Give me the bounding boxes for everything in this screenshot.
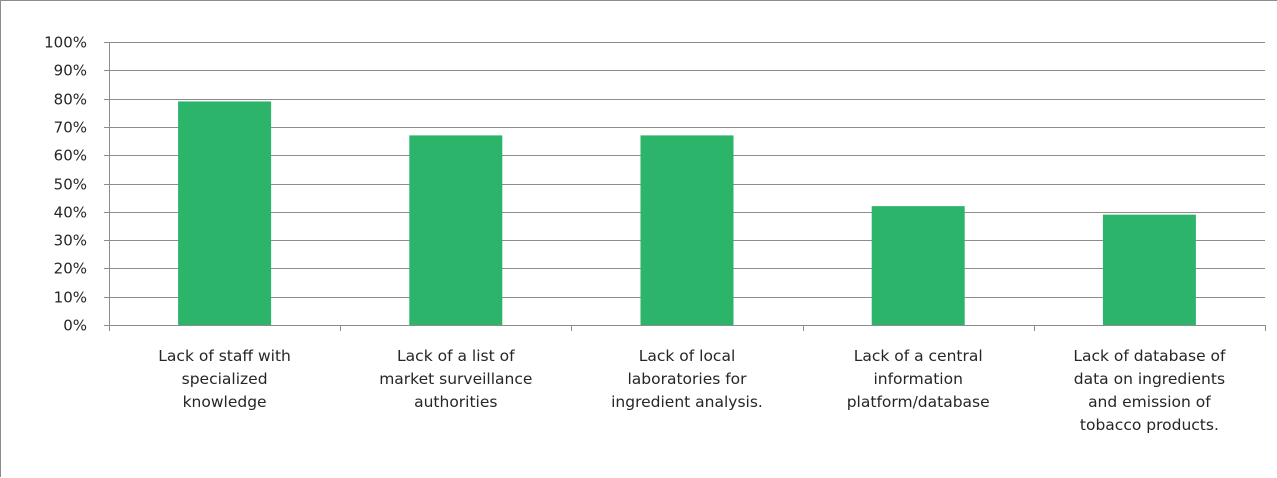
category-label: and emission of bbox=[1088, 393, 1211, 411]
bar bbox=[871, 206, 965, 325]
category-label: Lack of staff with bbox=[158, 347, 291, 365]
category-label: laboratories for bbox=[627, 370, 747, 388]
bar bbox=[640, 135, 734, 325]
category-label: Lack of local bbox=[639, 347, 736, 365]
y-tick-label: 80% bbox=[54, 91, 87, 109]
y-tick-label: 40% bbox=[54, 204, 87, 222]
category-label: specialized bbox=[182, 370, 268, 388]
category-label: platform/database bbox=[847, 393, 990, 411]
y-tick-label: 100% bbox=[44, 34, 87, 52]
category-label: Lack of a list of bbox=[397, 347, 515, 365]
y-tick-label: 50% bbox=[54, 176, 87, 194]
bar bbox=[1102, 214, 1196, 325]
category-label: Lack of database of bbox=[1073, 347, 1226, 365]
category-label: tobacco products. bbox=[1080, 416, 1219, 434]
category-label: ingredient analysis. bbox=[611, 393, 763, 411]
category-label: market surveillance bbox=[379, 370, 532, 388]
y-tick-label: 70% bbox=[54, 119, 87, 137]
category-label: authorities bbox=[414, 393, 497, 411]
category-label: Lack of a central bbox=[854, 347, 983, 365]
y-tick-label: 90% bbox=[54, 62, 87, 80]
category-label: knowledge bbox=[183, 393, 267, 411]
y-tick-label: 0% bbox=[63, 317, 87, 335]
y-tick-label: 10% bbox=[54, 289, 87, 307]
category-label: data on ingredients bbox=[1074, 370, 1225, 388]
bar bbox=[409, 135, 503, 325]
bar bbox=[178, 101, 272, 326]
y-tick-label: 30% bbox=[54, 232, 87, 250]
category-label: information bbox=[873, 370, 962, 388]
y-tick-label: 20% bbox=[54, 260, 87, 278]
y-tick-label: 60% bbox=[54, 147, 87, 165]
